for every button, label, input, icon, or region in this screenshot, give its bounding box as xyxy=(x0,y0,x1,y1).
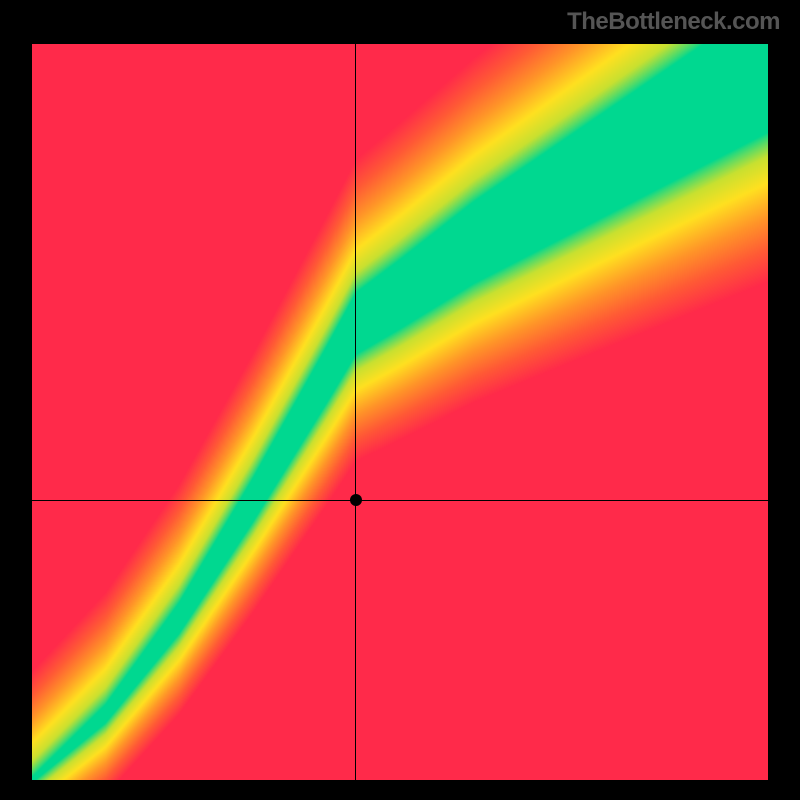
crosshair-vertical xyxy=(355,44,356,780)
heatmap-plot xyxy=(32,44,768,780)
watermark-text: TheBottleneck.com xyxy=(567,8,780,36)
heatmap-canvas xyxy=(32,44,768,780)
crosshair-horizontal xyxy=(32,500,768,501)
chart-container: TheBottleneck.com xyxy=(0,0,800,800)
crosshair-marker xyxy=(350,494,362,506)
